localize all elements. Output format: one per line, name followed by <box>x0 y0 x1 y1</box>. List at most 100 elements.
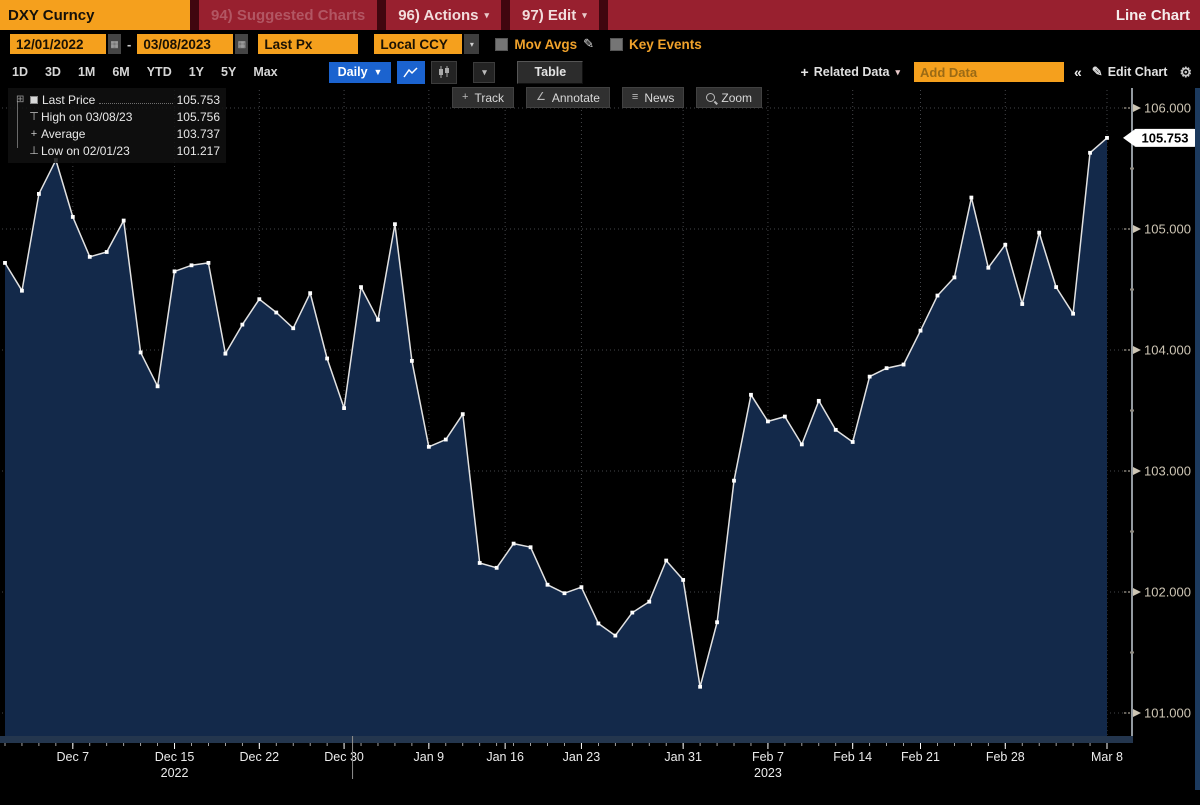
gear-icon[interactable]: ⚙ <box>1179 63 1192 80</box>
data-point-marker <box>562 591 567 596</box>
chart-toolbar: 1D 3D 1M 6M YTD 1Y 5Y Max Daily ▼ ▾ Table + Rel… <box>0 58 1200 86</box>
data-point-marker <box>325 356 330 361</box>
add-data-input[interactable]: Add Data <box>914 62 1064 82</box>
x-axis-label: Jan 31 <box>664 750 702 764</box>
legend-row-average[interactable]: + Average 103.737 <box>12 125 220 142</box>
key-events-label: Key Events <box>629 36 702 52</box>
actions-label: 96) Actions <box>398 6 479 24</box>
news-button[interactable]: ≡ News <box>621 87 685 108</box>
data-point-marker <box>308 291 313 296</box>
price-field-select[interactable]: Last Px <box>258 34 359 54</box>
news-icon: ≡ <box>631 91 639 103</box>
y-tick-arrow-icon <box>1133 225 1141 234</box>
pencil-icon[interactable]: ✎ <box>583 36 595 51</box>
date-from-input[interactable]: 12/01/2022 <box>10 34 106 54</box>
data-point-marker <box>782 414 787 419</box>
price-line-chart[interactable]: 101.000 102.000 103.000 104.000 105.000 106.0… <box>0 86 1200 800</box>
x-axis-band <box>0 736 1133 743</box>
period-button-1y[interactable]: 1Y <box>188 65 205 79</box>
data-point-marker <box>816 398 821 403</box>
window-edge-strip <box>1195 88 1200 790</box>
more-chart-types-button[interactable]: ▾ <box>473 61 496 83</box>
data-point-marker <box>87 254 92 259</box>
related-data-button[interactable]: + Related Data ▾ <box>801 64 900 80</box>
annotate-icon: ∠ <box>536 91 546 103</box>
calendar-icon[interactable]: ▦ <box>108 34 121 54</box>
expand-box-icon[interactable]: ⊞ <box>16 94 25 105</box>
y-axis-label: 104.000 <box>1144 343 1191 358</box>
y-axis-label: 106.000 <box>1144 101 1191 116</box>
period-button-1d[interactable]: 1D <box>12 65 28 79</box>
plus-icon: + <box>800 64 809 80</box>
period-button-6m[interactable]: 6M <box>112 65 130 79</box>
legend-leader <box>99 102 173 104</box>
date-to-input[interactable]: 03/08/2023 <box>137 34 234 54</box>
chart-legend: ⊞ Last Price 105.753 ⊤ High on 03/08/23 … <box>8 88 226 163</box>
currency-dropdown-button[interactable]: ▾ <box>464 34 480 54</box>
data-point-marker <box>477 561 482 565</box>
legend-row-low[interactable]: ⊥ Low on 02/01/23 101.217 <box>12 142 220 159</box>
data-point-marker <box>1003 242 1008 247</box>
track-button[interactable]: + Track <box>452 87 514 108</box>
edit-chart-label: Edit Chart <box>1107 65 1168 79</box>
y-tick-arrow-icon <box>1133 588 1141 597</box>
chart-region: 101.000 102.000 103.000 104.000 105.000 106.0… <box>0 86 1200 800</box>
data-point-marker <box>596 621 601 626</box>
collapse-icon[interactable]: « <box>1074 64 1082 80</box>
data-point-marker <box>664 558 669 563</box>
crosshair-icon: + <box>462 91 469 103</box>
candle-chart-type-button[interactable] <box>431 60 458 84</box>
legend-row-last-price[interactable]: ⊞ Last Price 105.753 <box>12 91 220 108</box>
y-tick-arrow-icon <box>1133 709 1141 718</box>
data-point-marker <box>138 350 143 355</box>
chart-type-title: Line Chart <box>1115 6 1190 24</box>
data-point-marker <box>359 285 363 289</box>
x-axis-label: Jan 9 <box>414 750 445 764</box>
line-chart-type-button[interactable] <box>397 60 426 84</box>
data-point-marker <box>528 545 533 550</box>
legend-row-high[interactable]: ⊤ High on 03/08/23 105.756 <box>12 108 220 125</box>
suggested-charts-button[interactable]: 94) Suggested Charts <box>211 6 366 24</box>
y-minor-tick <box>1130 651 1134 654</box>
x-axis-label: Dec 30 <box>324 750 364 764</box>
data-point-marker <box>952 275 957 280</box>
data-point-marker <box>409 359 414 363</box>
edit-chart-button[interactable]: ✎ Edit Chart <box>1092 64 1168 80</box>
frequency-label: Daily <box>337 65 368 79</box>
period-button-1m[interactable]: 1M <box>77 65 96 79</box>
period-button-ytd[interactable]: YTD <box>146 65 172 79</box>
currency-select[interactable]: Local CCY <box>374 34 463 54</box>
data-point-marker <box>70 215 75 219</box>
data-point-marker <box>274 310 279 315</box>
legend-tree-line <box>17 101 18 148</box>
period-button-max[interactable]: Max <box>253 65 278 79</box>
x-axis-label: Jan 23 <box>563 750 601 764</box>
annotate-label: Annotate <box>551 90 600 105</box>
legend-label: Last Price <box>42 92 96 107</box>
data-point-marker <box>511 541 516 546</box>
calendar-icon[interactable]: ▦ <box>235 34 249 54</box>
edit-menu-button[interactable]: 97) Edit ▾ <box>510 0 599 30</box>
series-marker-icon <box>30 95 38 104</box>
title-bar: DXY Curncy 94) Suggested Charts 96) Acti… <box>0 0 1200 30</box>
edit-label: 97) Edit <box>522 6 577 24</box>
last-price-badge-arrow <box>1123 129 1134 146</box>
toolbar-right-group: + Related Data ▾ Add Data « ✎ Edit Chart… <box>801 62 1200 82</box>
data-point-marker <box>833 427 838 432</box>
data-point-marker <box>155 384 160 389</box>
x-axis-label: Jan 16 <box>486 750 524 764</box>
zoom-button[interactable]: Zoom <box>696 87 763 108</box>
ticker-field[interactable]: DXY Curncy <box>0 0 190 30</box>
period-button-3d[interactable]: 3D <box>44 65 61 79</box>
table-button[interactable]: Table <box>517 60 584 84</box>
period-buttons: 1D 3D 1M 6M YTD 1Y 5Y Max <box>12 65 295 79</box>
pencil-icon: ✎ <box>1091 64 1103 79</box>
frequency-select[interactable]: Daily ▼ <box>328 61 392 83</box>
x-axis-label: Dec 22 <box>240 750 280 764</box>
track-label: Track <box>474 90 504 105</box>
key-events-checkbox[interactable] <box>610 37 624 51</box>
annotate-button[interactable]: ∠ Annotate <box>526 87 610 108</box>
actions-menu-button[interactable]: 96) Actions ▾ <box>386 0 501 30</box>
period-button-5y[interactable]: 5Y <box>221 65 237 79</box>
mov-avgs-checkbox[interactable] <box>495 37 509 51</box>
